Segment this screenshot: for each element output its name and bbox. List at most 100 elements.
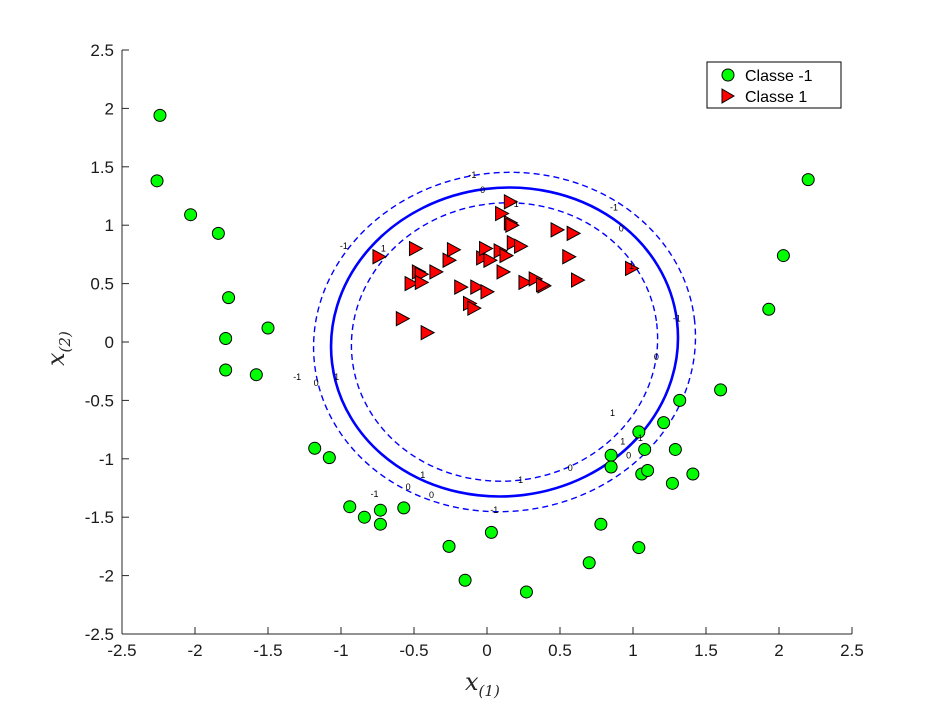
point-classe-neg1-13: [373, 503, 387, 517]
point-classe-neg1-14: [373, 517, 387, 531]
x-ticks: -2.5 -2 -1.5 -1 -0.5 0 0.5 1 1.5 2 2.5: [107, 627, 864, 660]
point-classe-neg1-34: [714, 383, 728, 397]
y-tick-label: 1.5: [90, 158, 114, 177]
contour-label: -1: [610, 203, 618, 213]
point-classe-neg1-4: [222, 291, 236, 305]
point-classe-1-7: [420, 324, 436, 341]
point-classe-1-0: [372, 248, 388, 265]
point-classe-1-1: [395, 310, 411, 327]
point-classe-neg1-10: [322, 451, 336, 465]
contour-label: -1: [293, 372, 301, 382]
x-tick-label: 1: [628, 641, 637, 660]
point-classe-1-25: [505, 217, 520, 234]
point-classe-1-26: [506, 234, 522, 251]
point-classe-1-6: [414, 274, 430, 291]
point-classe-neg1-33: [686, 467, 700, 481]
y-tick-label: -1: [99, 450, 114, 469]
point-classe-neg1-30: [665, 476, 679, 490]
point-classe-neg1-24: [632, 425, 646, 439]
point-classe-neg1-31: [668, 442, 682, 456]
y-tick-label: 0: [105, 333, 114, 352]
point-classe-neg1-21: [594, 517, 608, 531]
point-classe-neg1-18: [484, 525, 498, 539]
legend-marker-triangle: [721, 88, 735, 104]
x-tick-label: 2: [774, 641, 783, 660]
point-classe-neg1-17: [458, 573, 472, 587]
point-classe-neg1-15: [397, 501, 411, 515]
contour-label: -1: [340, 241, 348, 251]
x-tick-label: 0: [482, 641, 491, 660]
contour-label: 0: [654, 352, 659, 362]
point-classe-neg1-22: [604, 448, 618, 462]
x-tick-label: -2.5: [107, 641, 136, 660]
contour-label: 0: [480, 185, 485, 195]
point-classe-neg1-27: [641, 463, 655, 477]
y-axis-label-subscript: (2): [56, 331, 74, 352]
point-classe-1-13: [467, 300, 482, 316]
contour-label: -1: [673, 314, 681, 324]
point-classe-neg1-5: [219, 331, 233, 345]
point-classe-1-10: [446, 241, 462, 258]
point-classe-neg1-23: [604, 460, 618, 474]
point-classe-1-34: [566, 225, 582, 242]
contour-label: 0: [406, 482, 411, 492]
y-tick-label: 2.5: [90, 41, 114, 60]
point-classe-1-36: [625, 260, 640, 277]
point-classe-neg1-11: [343, 500, 357, 514]
legend: Classe -1 Classe 1: [706, 61, 842, 109]
point-classe-neg1-0: [153, 108, 167, 122]
legend-label-class-neg: Classe -1: [745, 68, 813, 85]
y-axis-label: x(2): [42, 331, 74, 366]
contour-label: -1: [371, 489, 379, 499]
x-tick-label: -1: [333, 641, 348, 660]
contour-label: 1: [610, 408, 615, 418]
point-classe-1-35: [571, 272, 586, 288]
contour-label: 1: [514, 199, 519, 209]
contour-level-1-1: [350, 202, 659, 482]
contour-label: 0: [568, 463, 573, 473]
contour-label: 1: [334, 372, 339, 382]
data-points: [150, 108, 815, 599]
point-classe-1-11: [454, 279, 469, 295]
point-classe-neg1-29: [657, 416, 671, 430]
point-classe-1-14: [470, 279, 485, 295]
y-tick-label: -2.5: [85, 625, 114, 644]
point-classe-1-16: [479, 240, 494, 257]
point-classe-1-17: [480, 283, 496, 300]
point-classe-neg1-7: [219, 363, 233, 377]
point-classe-neg1-32: [673, 393, 687, 407]
point-classe-neg1-20: [582, 556, 596, 570]
legend-marker-circle: [721, 68, 735, 82]
y-ticks: -2.5 -2 -1.5 -1 -0.5 0 0.5 1 1.5 2 2.5: [85, 41, 129, 644]
point-classe-1-28: [518, 274, 534, 291]
contour-level-neg1-2: [312, 171, 697, 513]
point-classe-1-31: [535, 276, 551, 293]
point-classe-1-33: [562, 248, 577, 265]
x-axis-label-subscript: (1): [479, 682, 500, 700]
legend-label-class-pos: Classe 1: [745, 89, 807, 106]
decision-contours: [312, 171, 697, 513]
point-classe-neg1-26: [638, 442, 652, 456]
x-tick-label: 1.5: [694, 641, 718, 660]
contour-label: -1: [490, 505, 498, 515]
contour-level-0-0: [329, 186, 680, 498]
contour-label: -1: [635, 433, 643, 443]
contour-label: -1: [468, 170, 476, 180]
x-tick-label: -0.5: [399, 641, 428, 660]
point-classe-neg1-35: [762, 302, 776, 316]
point-classe-1-9: [442, 252, 458, 269]
point-classe-neg1-36: [776, 249, 790, 263]
y-tick-label: 0.5: [90, 275, 114, 294]
point-classe-neg1-37: [801, 173, 815, 187]
x-axis-label: x(1): [465, 668, 500, 700]
point-classe-neg1-12: [357, 510, 371, 524]
point-classe-neg1-19: [519, 585, 533, 599]
point-classe-1-29: [528, 271, 544, 287]
point-classe-neg1-8: [249, 368, 263, 382]
point-classe-1-18: [483, 252, 498, 269]
y-tick-label: -2: [99, 567, 114, 586]
point-classe-1-3: [408, 240, 424, 257]
contour-label: 1: [620, 436, 625, 446]
